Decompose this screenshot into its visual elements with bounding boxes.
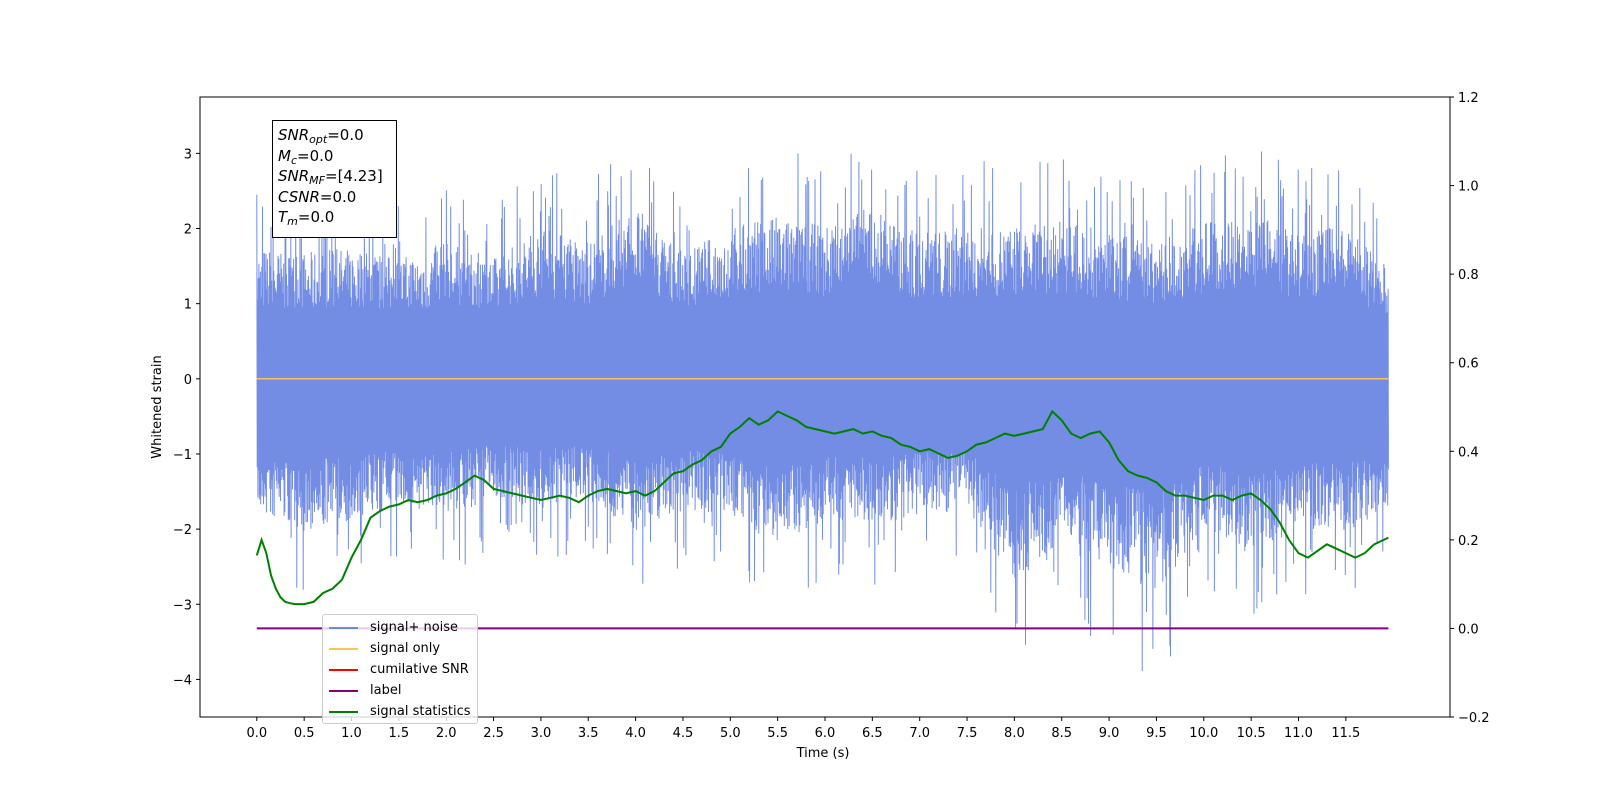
y-right-tick-label: 0.8	[1458, 268, 1479, 283]
legend-label: signal statistics	[370, 704, 471, 719]
x-tick-label: 5.5	[767, 726, 788, 741]
x-axis: 0.0 0.5 1.0 1.5 2.0 2.5 3.0 3.5 4.0 4.5 5.0 5.5 6.0 6…	[246, 717, 1360, 741]
data-layer	[255, 151, 1389, 672]
x-tick-label: 7.0	[909, 726, 930, 741]
y-tick-label: −2	[173, 523, 192, 538]
csnr-annotation: CSNR=0.0	[278, 187, 357, 206]
x-tick-label: 11.5	[1331, 726, 1360, 741]
x-tick-label: 9.5	[1146, 726, 1167, 741]
x-tick-label: 3.0	[531, 726, 552, 741]
legend-item: signal only	[329, 638, 477, 659]
legend-label: label	[370, 683, 402, 698]
annotation-box: SNRopt=0.0 Mc=0.0 SNRMF=[4.23] CSNR=0.0 …	[272, 120, 397, 238]
x-tick-label: 1.0	[341, 726, 362, 741]
y-axis-label: Whitened strain	[150, 355, 165, 458]
mc-annotation: Mc=0.0	[278, 146, 334, 167]
legend: signal+ noise signal only cumilative SNR…	[322, 614, 478, 724]
x-tick-label: 6.5	[862, 726, 883, 741]
x-tick-label: 6.0	[815, 726, 836, 741]
legend-item: signal+ noise	[329, 617, 477, 638]
legend-swatch	[329, 626, 358, 629]
signal-statistics-line	[255, 409, 1389, 606]
y-right-tick-label: 1.0	[1458, 180, 1479, 195]
y-right-tick-label: 0.0	[1458, 622, 1479, 637]
x-tick-label: 8.0	[1004, 726, 1025, 741]
x-axis-label: Time (s)	[796, 746, 850, 761]
legend-swatch	[329, 668, 358, 671]
legend-swatch	[329, 689, 358, 692]
x-tick-label: 11.0	[1284, 726, 1313, 741]
x-tick-label: 2.5	[483, 726, 504, 741]
x-tick-label: 4.5	[673, 726, 694, 741]
y-right-tick-label: 0.2	[1458, 534, 1479, 549]
tm-annotation: Tm=0.0	[278, 208, 335, 229]
x-tick-label: 1.5	[389, 726, 410, 741]
y-tick-label: −1	[173, 448, 192, 463]
legend-swatch	[329, 710, 358, 713]
legend-item: label	[329, 680, 477, 701]
x-tick-label: 2.0	[436, 726, 457, 741]
y-tick-label: 0	[184, 373, 192, 388]
x-tick-label: 9.0	[1099, 726, 1120, 741]
x-tick-label: 8.5	[1051, 726, 1072, 741]
x-tick-label: 5.0	[720, 726, 741, 741]
x-tick-label: 0.0	[246, 726, 267, 741]
y-tick-label: −3	[173, 598, 192, 613]
y-right-tick-label: 1.2	[1458, 91, 1479, 106]
x-tick-label: 0.5	[294, 726, 315, 741]
y-tick-label: 1	[184, 298, 192, 313]
x-tick-label: 7.5	[957, 726, 978, 741]
y-tick-label: 2	[184, 223, 192, 238]
signal-noise-line	[256, 151, 1389, 672]
x-tick-label: 3.5	[578, 726, 599, 741]
legend-label: signal only	[370, 641, 441, 656]
x-tick-label: 10.0	[1189, 726, 1218, 741]
y-axis-left: 3 2 1 0 −1 −2 −3 −4	[173, 147, 200, 688]
y-tick-label: 3	[184, 147, 192, 162]
legend-swatch	[329, 647, 358, 650]
x-tick-label: 10.5	[1237, 726, 1266, 741]
y-right-tick-label: 0.4	[1458, 445, 1479, 460]
snr-opt-annotation: SNRopt=0.0	[278, 126, 364, 146]
legend-label: signal+ noise	[370, 620, 459, 635]
x-tick-label: 4.0	[625, 726, 646, 741]
legend-label: cumilative SNR	[370, 662, 469, 677]
legend-item: cumilative SNR	[329, 659, 477, 680]
snr-mf-annotation: SNRMF=[4.23]	[278, 167, 383, 188]
y-right-tick-label: −0.2	[1458, 711, 1490, 726]
legend-item: signal statistics	[329, 701, 477, 722]
y-axis-right: 1.2 1.0 0.8 0.6 0.4 0.2 0.0 −0.2	[1450, 91, 1490, 726]
y-right-tick-label: 0.6	[1458, 357, 1479, 372]
y-tick-label: −4	[173, 673, 192, 688]
